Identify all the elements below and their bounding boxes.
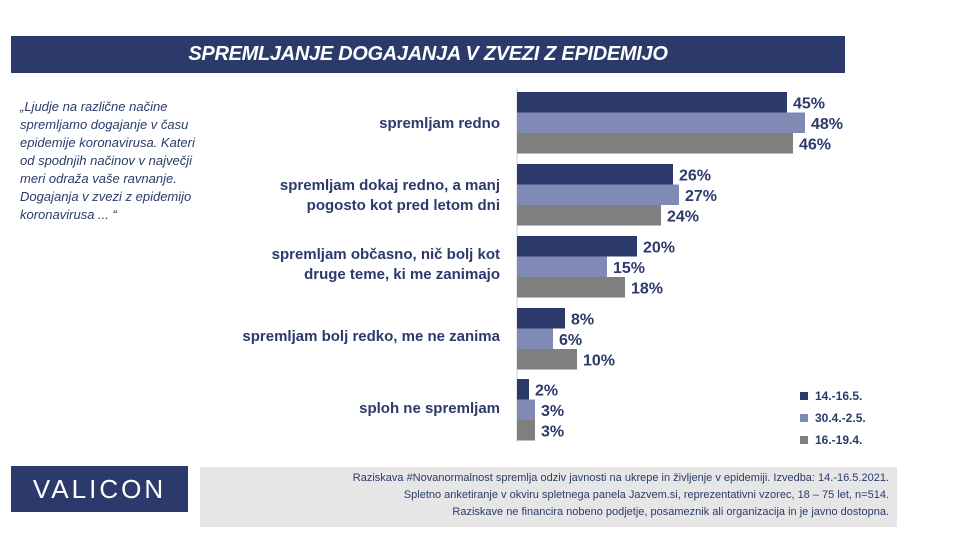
legend-item-1: 14.-16.5. [800, 385, 866, 407]
category-label-2: spremljam dokaj redno, a manj pogosto ko… [279, 177, 500, 214]
data-label-2-series-1: 26% [679, 167, 711, 184]
legend-swatch-3 [800, 436, 808, 444]
legend-swatch-2 [800, 414, 808, 422]
legend-label-2: 30.4.-2.5. [815, 411, 866, 425]
data-label-3-series-3: 18% [631, 280, 663, 297]
data-label-4-series-3: 10% [583, 352, 615, 369]
legend-item-3: 16.-19.4. [800, 429, 866, 451]
data-label-1-series-2: 48% [811, 116, 843, 133]
data-label-4-series-2: 6% [559, 332, 582, 349]
bar-3-series-2 [517, 256, 607, 277]
bar-4-series-3 [517, 349, 577, 370]
legend-item-2: 30.4.-2.5. [800, 407, 866, 429]
data-label-3-series-2: 15% [613, 260, 645, 277]
bar-3-series-1 [517, 236, 637, 257]
data-label-5-series-3: 3% [541, 423, 564, 440]
bar-5-series-3 [517, 420, 535, 441]
bar-1-series-1 [517, 92, 787, 113]
data-label-5-series-2: 3% [541, 403, 564, 420]
category-label-5: sploh ne spremljam [359, 400, 500, 417]
bar-1-series-2 [517, 112, 805, 133]
bar-2-series-3 [517, 205, 661, 226]
category-label-1: spremljam redno [379, 115, 500, 132]
bar-3-series-3 [517, 277, 625, 298]
bar-4-series-2 [517, 328, 553, 349]
question-text: „Ljudje na različne načine spremljamo do… [20, 99, 195, 222]
bar-1-series-3 [517, 133, 793, 154]
legend: 14.-16.5. 30.4.-2.5. 16.-19.4. [800, 385, 866, 451]
bar-5-series-1 [517, 379, 529, 400]
legend-label-3: 16.-19.4. [815, 433, 863, 447]
bar-2-series-1 [517, 164, 673, 185]
bar-2-series-2 [517, 184, 679, 205]
footer-line-2: Spletno anketiranje v okviru spletnega p… [403, 489, 889, 501]
data-label-4-series-1: 8% [571, 311, 594, 328]
data-label-1-series-1: 45% [793, 95, 825, 112]
data-label-2-series-2: 27% [685, 188, 717, 205]
legend-swatch-1 [800, 392, 808, 400]
category-label-4: spremljam bolj redko, me ne zanima [242, 328, 500, 345]
bar-4-series-1 [517, 308, 565, 329]
data-label-3-series-1: 20% [643, 239, 675, 256]
footer-note: Raziskava #Novanormalnost spremlja odziv… [200, 467, 897, 527]
footer-line-1: Raziskava #Novanormalnost spremlja odziv… [352, 472, 889, 484]
bar-5-series-2 [517, 399, 535, 420]
data-label-1-series-3: 46% [799, 136, 831, 153]
data-label-5-series-1: 2% [535, 382, 558, 399]
chart-title: SPREMLJANJE DOGAJANJA V ZVEZI Z EPIDEMIJ… [11, 36, 845, 73]
footer-line-3: Raziskave ne financira nobeno podjetje, … [452, 506, 889, 518]
category-label-3: spremljam občasno, nič bolj kot druge te… [271, 246, 500, 283]
valicon-logo: VALICON [11, 466, 188, 512]
data-label-2-series-3: 24% [667, 208, 699, 225]
legend-label-1: 14.-16.5. [815, 389, 863, 403]
